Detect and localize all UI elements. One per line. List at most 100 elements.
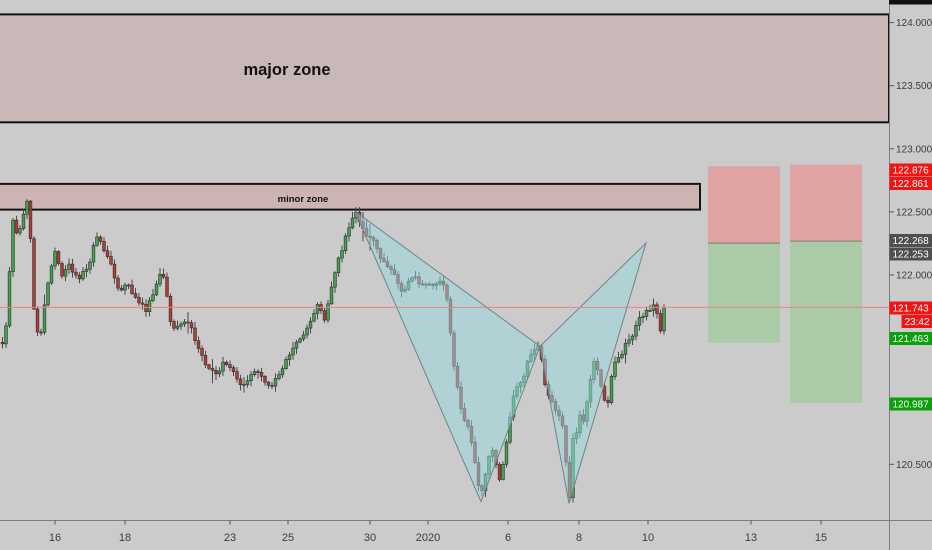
minor-zone-box[interactable] <box>0 182 701 211</box>
candle-down <box>98 236 103 242</box>
candle-up <box>25 200 29 215</box>
candle-up <box>616 357 621 363</box>
candle-down <box>77 274 82 280</box>
candle-up <box>151 294 155 301</box>
candle-down <box>602 385 607 401</box>
candle-down <box>144 303 148 312</box>
candle-up <box>252 371 257 376</box>
candle-up <box>42 304 47 333</box>
x-tick-label: 13 <box>745 532 757 544</box>
candle-down <box>35 308 40 333</box>
countdown-label: 23:42 <box>901 315 932 328</box>
candle-up <box>49 265 54 284</box>
price-label-text: 122.268 <box>893 236 930 247</box>
position-box-short-1[interactable] <box>708 166 780 343</box>
candle-up <box>182 321 187 325</box>
price-label: 122.861 <box>889 177 932 190</box>
x-tick-label: 23 <box>224 532 236 544</box>
price-axis[interactable]: 124.000 123.500 123.000 122.500 122.000 120.5… <box>889 0 932 550</box>
candle-up <box>221 361 225 372</box>
candle-down <box>606 399 610 403</box>
x-tick-label: 8 <box>576 532 582 544</box>
x-tick-label: 25 <box>282 532 294 544</box>
x-tick-label: 16 <box>49 532 61 544</box>
harmonic-pattern[interactable] <box>353 209 648 504</box>
price-label-text: 120.987 <box>893 400 930 411</box>
candle-up <box>95 236 99 246</box>
price-label: 121.743 <box>889 301 932 315</box>
candle-up <box>609 376 614 403</box>
pattern-triangle-1[interactable] <box>353 209 541 503</box>
candle-up <box>336 257 341 273</box>
y-tick-label: 124.000 <box>896 18 932 29</box>
candle-up <box>301 334 306 340</box>
price-label-text: 122.253 <box>893 250 930 261</box>
candle-up <box>637 317 642 326</box>
candle-up <box>4 325 8 345</box>
x-tick-label: 30 <box>364 532 376 544</box>
candle-down <box>161 273 166 278</box>
candle-down <box>189 322 194 329</box>
candle-up <box>312 313 316 322</box>
candle-down <box>655 304 659 314</box>
x-tick-label: 6 <box>505 532 511 544</box>
candle-up <box>46 282 50 306</box>
candle-up <box>501 463 505 480</box>
candle-up <box>53 251 57 267</box>
candle-down <box>193 327 197 341</box>
major-zone-box[interactable] <box>0 13 890 124</box>
candle-up <box>326 303 330 321</box>
candle-up <box>81 271 85 280</box>
supply-zones-layer[interactable] <box>0 13 890 211</box>
price-label-bg <box>889 397 932 411</box>
price-label-text: 122.876 <box>893 166 930 177</box>
candle-up <box>280 368 285 376</box>
y-tick-label: 120.500 <box>896 460 932 471</box>
candle-down <box>172 321 176 329</box>
candle-down <box>214 370 218 375</box>
price-label: 122.268 <box>889 234 932 247</box>
candle-up <box>340 250 344 259</box>
candle-down <box>203 355 208 366</box>
price-label-bg <box>889 163 932 177</box>
candle-up <box>158 273 162 285</box>
candle-down <box>256 371 260 373</box>
candle-down <box>109 256 113 265</box>
candle-down <box>266 381 271 386</box>
candle-down <box>112 263 117 279</box>
price-label-bg <box>901 315 932 328</box>
candle-down <box>74 271 78 276</box>
candle-up <box>18 228 22 234</box>
price-label: 121.463 <box>889 332 932 345</box>
candle-down <box>137 296 141 304</box>
candle-down <box>165 276 169 297</box>
pattern-triangle-2[interactable] <box>539 241 648 504</box>
candle-up <box>284 359 288 369</box>
price-label-text: 23:42 <box>905 317 930 328</box>
position-box-short-2[interactable] <box>790 164 862 403</box>
price-label: 122.876 <box>889 163 932 177</box>
candle-up <box>277 374 281 379</box>
candle-up <box>11 219 15 272</box>
candle-up <box>154 283 159 296</box>
price-label-text: 121.463 <box>893 334 930 345</box>
candle-up <box>350 217 355 229</box>
price-labels-layer: 122.876 122.861 122.268 122.253 121.743 23:42… <box>889 163 932 411</box>
candle-up <box>634 324 638 337</box>
time-axis[interactable]: 16 18 23 25 30 2020 6 8 10 13 15 <box>0 520 932 545</box>
candle-up <box>648 310 652 312</box>
candle-down <box>116 277 120 289</box>
candle-down <box>210 368 215 371</box>
position-boxes-layer[interactable] <box>708 164 862 403</box>
candle-up <box>308 320 313 329</box>
price-label: 120.987 <box>889 397 932 411</box>
candle-up <box>298 338 302 343</box>
price-label-bg <box>889 247 932 261</box>
candle-up <box>315 304 320 314</box>
candle-down <box>0 342 5 345</box>
position-reward-area <box>708 243 780 343</box>
price-label-text: 122.861 <box>893 179 930 190</box>
candle-up <box>179 323 183 327</box>
